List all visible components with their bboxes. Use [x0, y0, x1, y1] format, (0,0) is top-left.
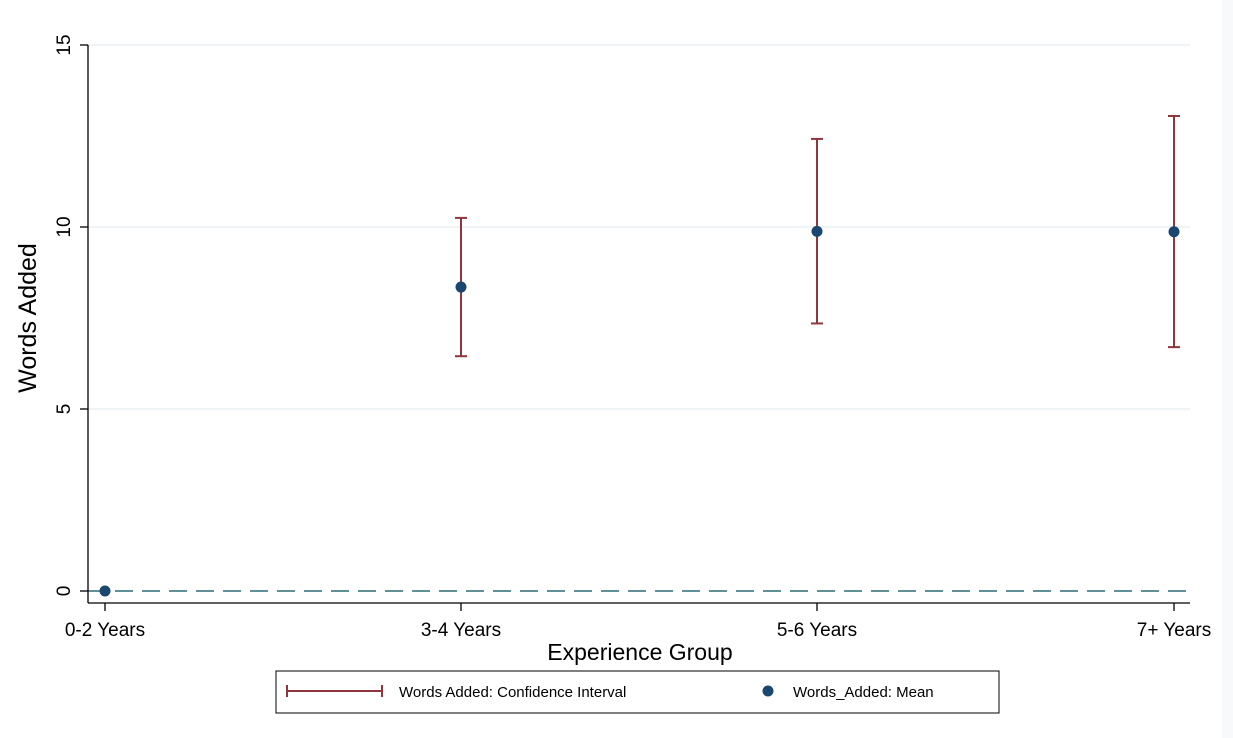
legend-box: [275, 670, 1000, 714]
mean-point-3: [1168, 226, 1180, 238]
x-axis-title: Experience Group: [547, 639, 732, 665]
x-tick-label-3: 7+ Years: [1137, 620, 1212, 641]
x-tick-label-0: 0-2 Years: [65, 620, 145, 641]
mean-point-1: [455, 281, 467, 293]
mean-points: [99, 225, 1180, 597]
legend-label-confidence-interval: Words Added: Confidence Interval: [399, 684, 626, 701]
y-axis-title: Words Added: [14, 243, 42, 393]
x-tick-label-1: 3-4 Years: [421, 620, 501, 641]
y-tick-label-0: 0: [54, 586, 75, 597]
legend: Words Added: Confidence Interval Words_A…: [275, 670, 1000, 714]
gridlines: [88, 44, 1190, 410]
y-ticks: 0 5 10 15: [54, 34, 88, 596]
x-ticks: 0-2 Years 3-4 Years 5-6 Years 7+ Years: [65, 603, 1211, 641]
mean-point-2: [811, 225, 823, 237]
axes: [87, 45, 1190, 604]
legend-mean-swatch: [762, 685, 774, 697]
x-tick-label-2: 5-6 Years: [777, 620, 857, 641]
legend-label-mean: Words_Added: Mean: [793, 684, 934, 701]
mean-point-0: [99, 585, 111, 597]
right-edge-strip: [1222, 0, 1233, 738]
y-tick-label-10: 10: [54, 216, 75, 237]
y-tick-label-5: 5: [54, 404, 75, 415]
y-tick-label-15: 15: [54, 34, 75, 55]
legend-item-confidence-interval: Words Added: Confidence Interval: [286, 684, 626, 701]
legend-item-mean: Words_Added: Mean: [762, 684, 934, 701]
